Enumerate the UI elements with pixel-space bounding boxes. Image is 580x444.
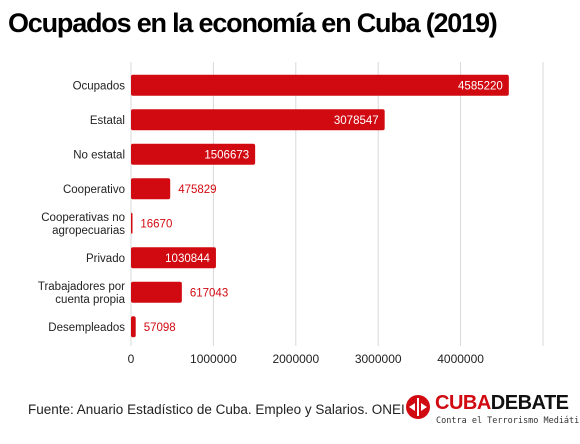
- logo-word-red: CUBA: [435, 392, 491, 414]
- data-label: 475829: [178, 184, 216, 196]
- logo-word-black: DEBATE: [490, 392, 569, 414]
- x-tick-label: 1000000: [190, 352, 237, 366]
- bar: [131, 109, 385, 131]
- data-label: 617043: [190, 287, 228, 299]
- category-label: Estatal: [90, 115, 125, 127]
- chart-title: Ocupados en la economía en Cuba (2019): [8, 8, 498, 38]
- category-label: Privado: [86, 253, 125, 265]
- data-label: 1030844: [165, 253, 210, 265]
- category-label: Trabajadores por: [38, 281, 125, 293]
- bar: [131, 212, 133, 234]
- category-label: No estatal: [73, 149, 125, 161]
- source-note: Fuente: Anuario Estadístico de Cuba. Emp…: [28, 402, 405, 417]
- x-tick-label: 2000000: [272, 352, 319, 366]
- data-label: 16670: [140, 218, 172, 230]
- category-label: Cooperativas no: [41, 212, 125, 224]
- data-label: 57098: [144, 322, 176, 334]
- logo-wordmark: CUBADEBATE: [435, 392, 569, 415]
- data-label: 4585220: [458, 80, 503, 92]
- bar: [131, 74, 509, 96]
- category-label: Ocupados: [73, 80, 126, 92]
- bar: [131, 178, 171, 200]
- data-label: 1506673: [204, 149, 249, 161]
- cubadebate-mark-icon: [406, 395, 430, 419]
- bar: [131, 316, 136, 338]
- category-label: agropecuarias: [52, 225, 125, 237]
- x-tick-label: 4000000: [437, 352, 484, 366]
- x-tick-label: 3000000: [355, 352, 402, 366]
- x-tick-label: 0: [128, 352, 135, 366]
- bar: [131, 247, 216, 269]
- cubadebate-logo: CUBADEBATE Contra el Terrorismo Mediátic…: [405, 392, 580, 432]
- data-label: 3078547: [334, 115, 379, 127]
- category-label: Cooperativo: [63, 184, 125, 196]
- bar: [131, 281, 182, 303]
- bar: [131, 143, 256, 165]
- category-label: cuenta propia: [55, 294, 125, 306]
- category-label: Desempleados: [48, 322, 125, 334]
- logo-tagline: Contra el Terrorismo Mediático: [436, 416, 580, 426]
